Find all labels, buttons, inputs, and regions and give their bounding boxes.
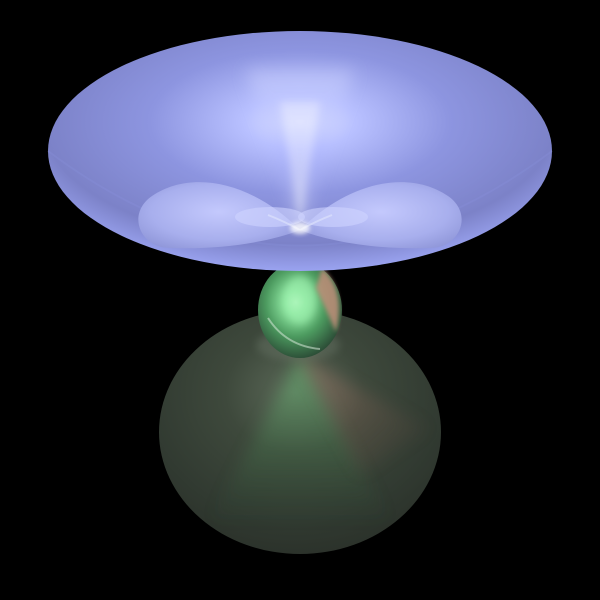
upper-lobe <box>47 31 553 271</box>
lower-lobe <box>159 310 441 554</box>
inner-lobes <box>138 182 462 249</box>
center-node <box>290 222 310 234</box>
central-waist-lobe <box>258 262 342 358</box>
